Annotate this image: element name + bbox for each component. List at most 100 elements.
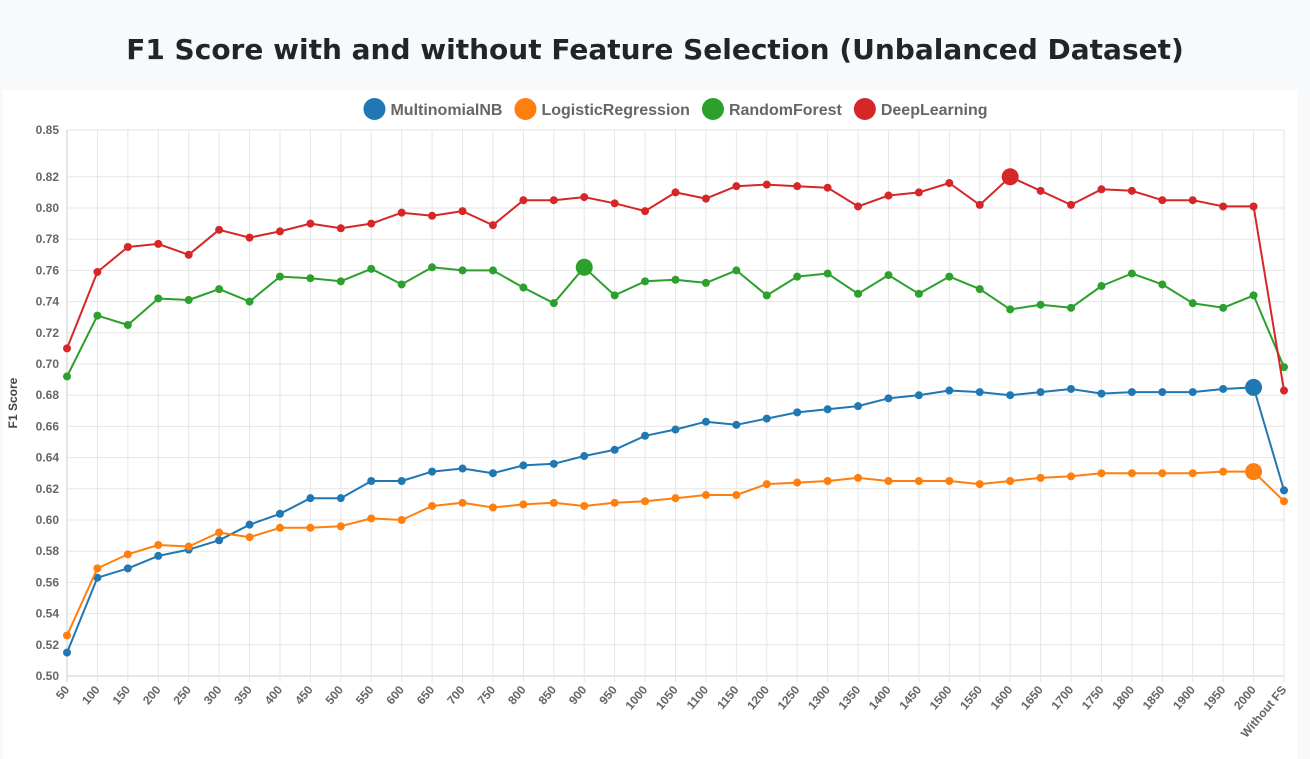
data-point	[732, 420, 741, 429]
data-point	[488, 469, 497, 478]
legend-label: DeepLearning	[881, 102, 988, 119]
legend-item[interactable]: LogisticRegression	[514, 98, 690, 120]
legend-item[interactable]: DeepLearning	[853, 98, 988, 120]
y-tick-label: 0.56	[36, 575, 60, 589]
y-tick-label: 0.58	[36, 544, 60, 558]
data-point	[367, 477, 376, 485]
y-tick-label: 0.72	[36, 326, 60, 340]
data-point	[63, 631, 71, 640]
data-point	[1067, 472, 1076, 481]
x-tick-label: 1000	[622, 683, 650, 713]
data-point	[245, 297, 254, 306]
chart-grid	[66, 129, 1285, 682]
data-point	[397, 516, 406, 524]
data-point	[1036, 186, 1045, 195]
data-point	[215, 528, 224, 537]
y-tick-label: 0.74	[36, 295, 60, 309]
data-point	[1158, 388, 1167, 397]
series-LogisticRegression	[63, 463, 1288, 640]
data-point	[549, 299, 558, 308]
data-point	[63, 648, 71, 657]
data-point	[580, 501, 589, 510]
data-point	[1249, 291, 1258, 300]
data-point	[1188, 196, 1197, 205]
legend-item[interactable]: RandomForest	[701, 98, 843, 120]
data-point	[215, 536, 224, 545]
data-point	[671, 188, 680, 197]
y-axis-title: F1 Score	[6, 377, 20, 428]
data-point	[732, 182, 741, 191]
highlight-point	[575, 258, 593, 276]
data-point	[1280, 497, 1288, 506]
data-point	[1097, 469, 1106, 478]
data-point	[701, 417, 710, 426]
series-DeepLearning	[63, 168, 1288, 395]
legend-label: LogisticRegression	[541, 102, 689, 119]
legend-item[interactable]: MultinomialNB	[363, 98, 502, 120]
y-tick-label: 0.66	[36, 419, 60, 433]
data-point	[1067, 200, 1076, 209]
data-point	[1188, 388, 1197, 397]
x-tick-label: 600	[383, 683, 407, 708]
y-tick-label: 0.50	[36, 669, 60, 683]
data-point	[215, 285, 224, 294]
data-point	[762, 480, 771, 489]
data-point	[610, 445, 619, 454]
data-point	[793, 478, 802, 487]
x-tick-label: 950	[596, 683, 620, 708]
page-title: F1 Score with and without Feature Select…	[126, 32, 1184, 66]
data-point	[884, 477, 893, 485]
data-point	[1219, 384, 1228, 393]
data-point	[275, 509, 284, 518]
highlight-point	[1245, 378, 1263, 396]
chart-legend[interactable]: MultinomialNB LogisticRegression RandomFor…	[363, 98, 988, 120]
data-point	[975, 388, 984, 397]
data-point	[823, 405, 832, 414]
data-point	[519, 461, 528, 470]
data-point	[701, 278, 710, 287]
x-tick-label: 850	[535, 683, 559, 708]
data-point	[367, 514, 376, 523]
x-tick-label: 450	[292, 683, 316, 708]
data-point	[275, 272, 284, 281]
data-point	[641, 277, 650, 286]
data-point	[854, 202, 863, 211]
x-tick-label: 1200	[744, 683, 772, 713]
y-tick-label: 0.70	[36, 357, 60, 371]
y-tick-label: 0.64	[36, 451, 60, 465]
data-point	[1249, 202, 1258, 211]
legend-marker	[853, 98, 876, 120]
legend-label: MultinomialNB	[390, 102, 502, 119]
x-tick-label: 1050	[653, 683, 681, 713]
x-axis-ticks: 50 100 150 200 250 300 350 400 450 500 550 600 650 70…	[53, 683, 1289, 741]
y-tick-label: 0.78	[36, 232, 60, 246]
y-tick-label: 0.82	[36, 170, 60, 184]
data-point	[975, 200, 984, 209]
data-point	[306, 274, 315, 283]
data-point	[884, 394, 893, 403]
data-point	[123, 243, 132, 251]
x-tick-label: 1100	[684, 683, 712, 712]
chart-series	[63, 168, 1288, 657]
data-point	[671, 275, 680, 284]
x-tick-label: 250	[170, 683, 194, 708]
x-tick-label: 1750	[1079, 683, 1107, 713]
y-tick-label: 0.62	[36, 482, 60, 496]
data-point	[549, 196, 558, 205]
x-tick-label: 1950	[1201, 683, 1229, 713]
data-point	[428, 467, 437, 476]
x-tick-label: 1450	[896, 683, 924, 713]
data-point	[975, 480, 984, 489]
legend-marker	[363, 98, 386, 120]
x-tick-label: 1900	[1170, 683, 1198, 713]
data-point	[123, 550, 132, 559]
data-point	[488, 221, 497, 230]
data-point	[945, 477, 954, 485]
data-point	[1067, 384, 1076, 393]
x-tick-label: 1850	[1140, 683, 1168, 713]
data-point	[154, 294, 163, 303]
data-point	[488, 503, 497, 512]
legend-marker	[701, 98, 724, 120]
data-point	[93, 267, 102, 276]
series-MultinomialNB	[63, 378, 1288, 657]
